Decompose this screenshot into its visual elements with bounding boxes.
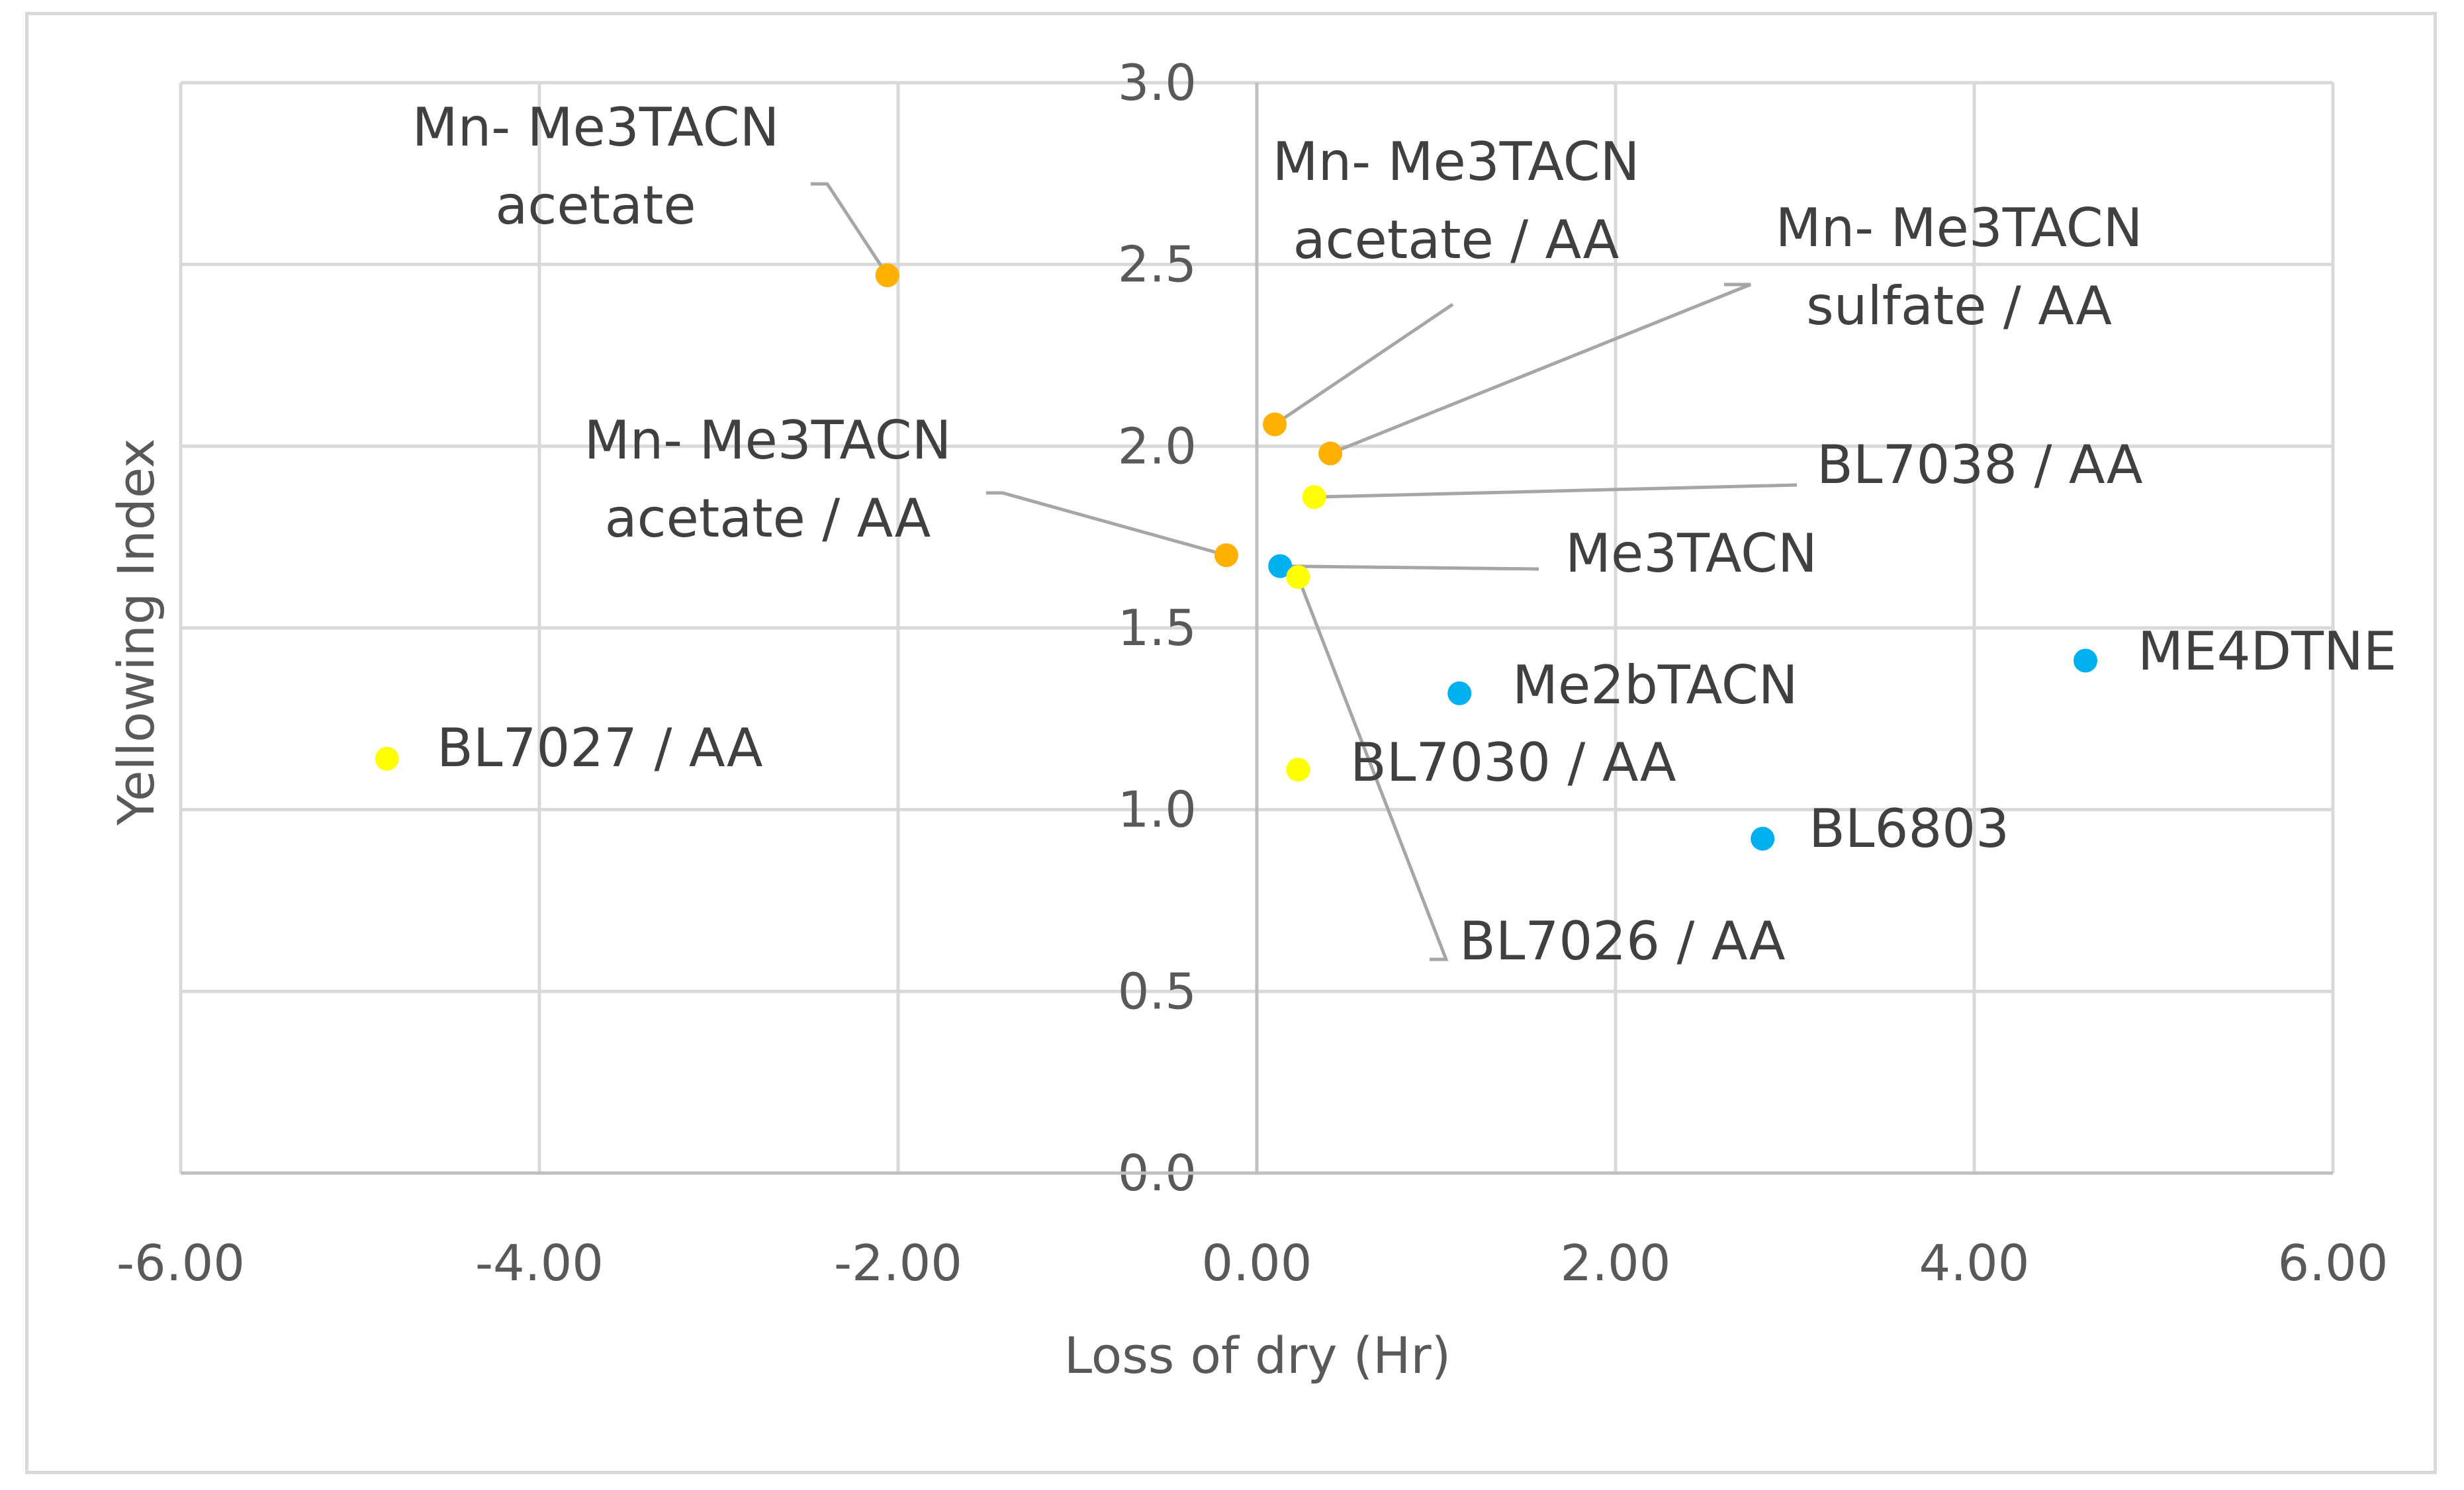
- data-label: Mn- Me3TACN sulfate / AA: [1776, 197, 2143, 337]
- data-label: ME4DTNE: [2138, 621, 2396, 682]
- data-label: BL7038 / AA: [1817, 434, 2143, 496]
- data-point: [1302, 485, 1326, 509]
- axes: -6.00 -4.00 -2.00 0.00 2.00 4.00 6.000.00.51.0…: [116, 54, 2389, 1292]
- y-tick-label: 2.5: [1118, 236, 1197, 294]
- data-point: [2074, 648, 2098, 673]
- chart-frame: [25, 12, 2437, 1474]
- x-tick-label: -4.00: [475, 1234, 604, 1292]
- x-tick-label: 0.00: [1202, 1234, 1312, 1292]
- data-label-line: BL6803: [1809, 798, 2009, 859]
- data-label-line: acetate: [495, 175, 696, 236]
- data-label-line: Me2bTACN: [1512, 654, 1798, 716]
- data-label-line: Me3TACN: [1565, 523, 1817, 584]
- x-tick-label: -6.00: [116, 1234, 245, 1292]
- y-tick-label: 3.0: [1118, 54, 1197, 112]
- data-point: [1318, 441, 1343, 466]
- data-label-line: BL7038 / AA: [1817, 434, 2143, 496]
- data-label: Mn- Me3TACN acetate: [412, 97, 780, 236]
- data-point: [1286, 758, 1310, 782]
- data-label: BL7030 / AA: [1350, 732, 1676, 793]
- data-label: Mn- Me3TACN acetate / AA: [584, 410, 952, 549]
- leader-line: [1314, 483, 1798, 499]
- data-point: [1263, 412, 1287, 437]
- data-labels: Mn- Me3TACN acetate Mn- Me3TACN acetate / A…: [412, 97, 2397, 972]
- data-label-line: sulfate / AA: [1806, 275, 2112, 337]
- leader-line: [1273, 302, 1454, 426]
- data-label: BL7026 / AA: [1459, 910, 1786, 972]
- x-tick-label: -2.00: [834, 1234, 962, 1292]
- y-tick-label: 1.0: [1118, 781, 1197, 839]
- data-label-line: acetate / AA: [605, 488, 931, 549]
- data-label: Mn- Me3TACN acetate / AA: [1273, 131, 1640, 271]
- y-tick-label: 2.0: [1118, 417, 1197, 475]
- y-tick-label: 1.5: [1118, 599, 1197, 657]
- x-tick-label: 6.00: [2278, 1234, 2389, 1292]
- leader-line: [986, 491, 1227, 557]
- leader-lines: [811, 182, 1798, 961]
- data-label-line: ME4DTNE: [2138, 621, 2396, 682]
- leader-line: [1296, 576, 1449, 961]
- leader-line: [1330, 283, 1751, 455]
- data-label: BL6803: [1809, 798, 2009, 859]
- data-label-line: acetate / AA: [1293, 209, 1620, 271]
- data-point: [1214, 543, 1238, 568]
- data-point: [375, 746, 399, 771]
- data-point: [1286, 565, 1310, 590]
- data-points: [375, 263, 2098, 851]
- data-point: [1751, 826, 1775, 851]
- data-label: BL7027 / AA: [437, 717, 763, 779]
- data-label-line: BL7027 / AA: [437, 717, 763, 779]
- data-label-line: Mn- Me3TACN: [1273, 131, 1640, 193]
- data-label: Me3TACN: [1565, 523, 1817, 584]
- x-tick-label: 4.00: [1919, 1234, 2030, 1292]
- data-point: [1268, 554, 1293, 578]
- data-label-line: BL7026 / AA: [1459, 910, 1786, 972]
- data-label: Me2bTACN: [1512, 654, 1798, 716]
- leader-line: [1280, 564, 1539, 571]
- data-point: [875, 263, 899, 288]
- y-axis-title: Yellowing Index: [107, 439, 165, 826]
- leader-line: [811, 182, 889, 277]
- data-label-line: Mn- Me3TACN: [584, 410, 952, 471]
- data-label-line: Mn- Me3TACN: [412, 97, 780, 158]
- y-tick-label: 0.5: [1118, 962, 1197, 1020]
- data-label-line: BL7030 / AA: [1350, 732, 1676, 793]
- data-label-line: Mn- Me3TACN: [1776, 197, 2143, 259]
- x-axis-title: Loss of dry (Hr): [1064, 1326, 1451, 1385]
- x-tick-label: 2.00: [1561, 1234, 1671, 1292]
- data-point: [1447, 681, 1472, 705]
